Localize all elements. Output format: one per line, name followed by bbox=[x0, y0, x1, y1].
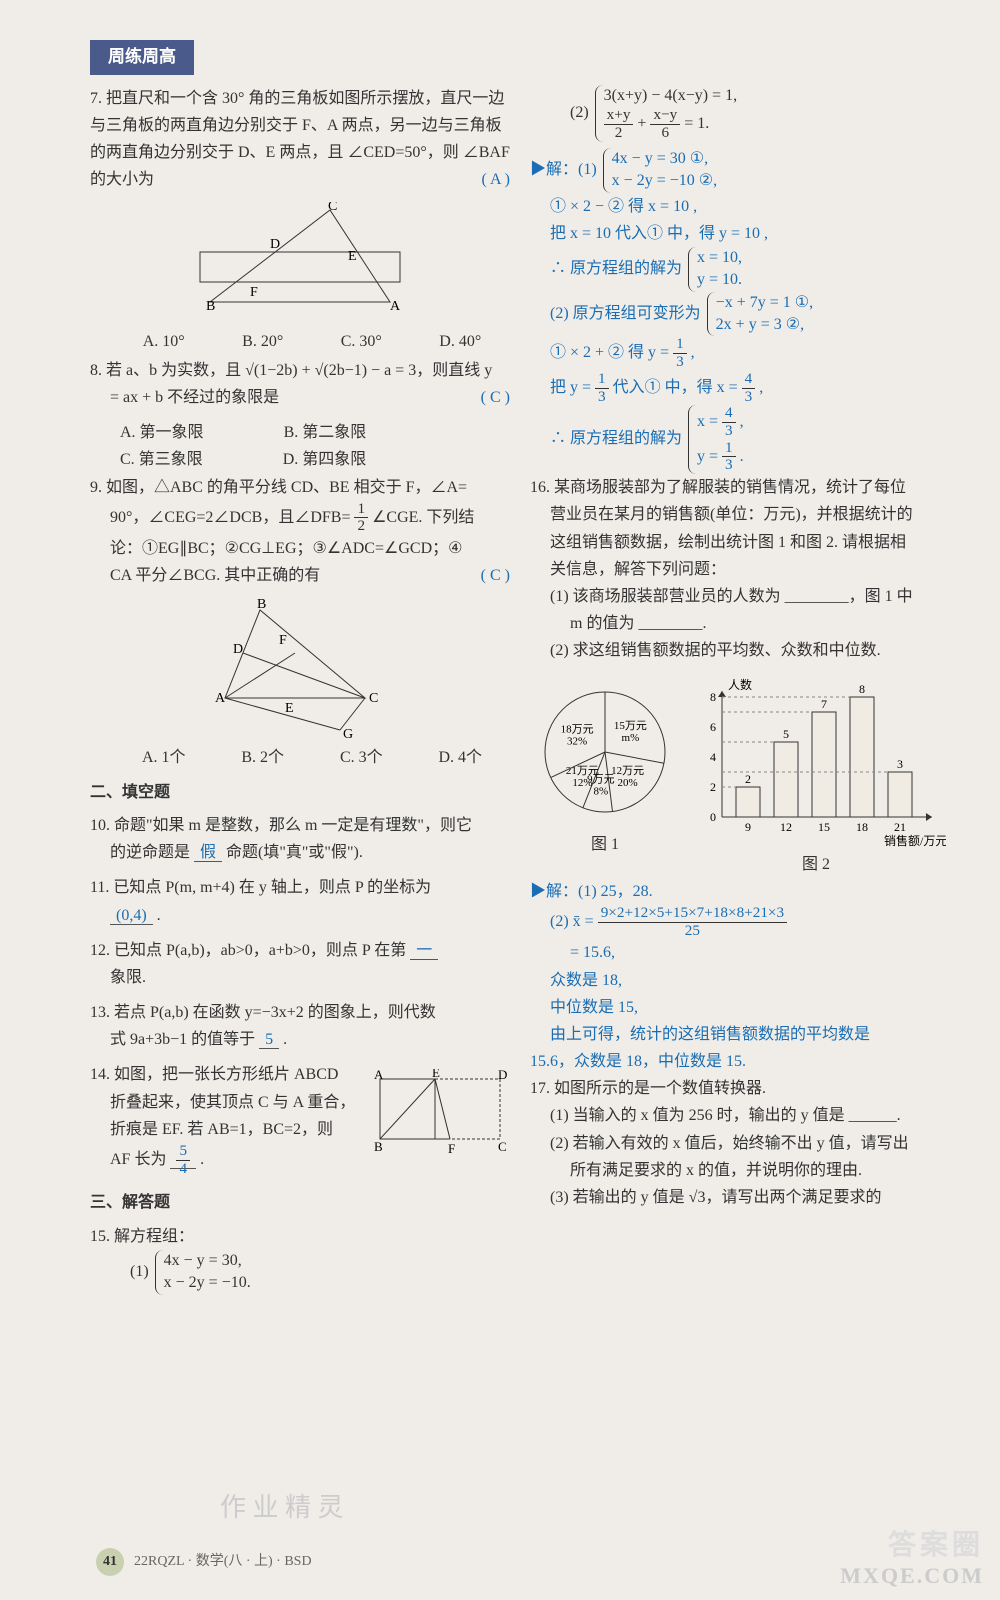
q14-figure: A E D B F C bbox=[370, 1069, 510, 1159]
svg-text:21: 21 bbox=[894, 820, 906, 834]
svg-text:D: D bbox=[270, 237, 280, 252]
svg-text:C: C bbox=[369, 691, 378, 706]
q13-blank: 5 bbox=[259, 1031, 279, 1049]
svg-text:E: E bbox=[432, 1069, 440, 1080]
q13: 13. 若点 P(a,b) 在函数 y=−3x+2 的图象上，则代数 式 9a+… bbox=[90, 999, 510, 1053]
svg-text:5: 5 bbox=[783, 727, 789, 741]
svg-text:20%: 20% bbox=[618, 777, 638, 789]
header-badge: 周练周高 bbox=[90, 40, 194, 75]
svg-text:15: 15 bbox=[818, 820, 830, 834]
svg-text:人数: 人数 bbox=[728, 677, 752, 692]
svg-text:6: 6 bbox=[710, 720, 716, 734]
section-3: 三、解答题 bbox=[90, 1189, 510, 1216]
svg-text:E: E bbox=[285, 701, 294, 716]
svg-text:4: 4 bbox=[710, 750, 716, 764]
q9-options: A. 1个 B. 2个 C. 3个 D. 4个 bbox=[90, 742, 510, 773]
q10: 10. 命题"如果 m 是整数，那么 m 一定是有理数"，则它 的逆命题是 假 … bbox=[90, 812, 510, 866]
svg-text:3: 3 bbox=[897, 757, 903, 771]
svg-text:9: 9 bbox=[745, 820, 751, 834]
svg-text:8: 8 bbox=[859, 682, 865, 696]
page-number: 41 bbox=[96, 1548, 124, 1576]
q8-answer: ( C ) bbox=[481, 384, 510, 411]
svg-text:12万元: 12万元 bbox=[611, 765, 644, 777]
q11-blank: (0,4) bbox=[110, 907, 153, 925]
footer-code: 22RQZL · 数学(八 · 上) · BSD bbox=[134, 1550, 312, 1574]
q7-options: A. 10° B. 20° C. 30° D. 40° bbox=[90, 326, 510, 357]
q15-solution: ▶解：(1) 4x − y = 30 ①, x − 2y = −10 ②, ① … bbox=[530, 148, 950, 474]
section-2: 二、填空题 bbox=[90, 779, 510, 806]
q12-blank: 一 bbox=[410, 942, 438, 960]
svg-text:B: B bbox=[206, 299, 215, 314]
bar-caption: 图 2 bbox=[686, 851, 946, 878]
q7-answer: ( A ) bbox=[482, 166, 510, 193]
q7-text: 7. 把直尺和一个含 30° 角的三角板如图所示摆放，直尺一边与三角板的两直角边… bbox=[90, 90, 510, 189]
pie-chart: 15万元m%12万元20%9万元8%21万元12%18万元32% bbox=[530, 677, 680, 827]
q16-charts: 15万元m%12万元20%9万元8%21万元12%18万元32% 图 1 024… bbox=[530, 673, 950, 878]
svg-text:18: 18 bbox=[856, 820, 868, 834]
q8-options: A. 第一象限 B. 第二象限 bbox=[90, 419, 510, 446]
left-column: 7. 把直尺和一个含 30° 角的三角板如图所示摆放，直尺一边与三角板的两直角边… bbox=[90, 85, 510, 1303]
q14: 14. 如图，把一张长方形纸片 ABCD 折叠起来，使其顶点 C 与 A 重合，… bbox=[90, 1061, 510, 1181]
svg-text:32%: 32% bbox=[567, 735, 587, 747]
svg-text:E: E bbox=[348, 249, 357, 264]
q9-figure: B A C D F E G bbox=[195, 598, 405, 738]
svg-text:7: 7 bbox=[821, 697, 827, 711]
q17: 17. 如图所示的是一个数值转换器. (1) 当输入的 x 值为 256 时，输… bbox=[530, 1075, 950, 1211]
q16-solution: ▶解：(1) 25，28. (2) x̄ = 9×2+12×5+15×7+18×… bbox=[530, 878, 950, 1076]
svg-text:G: G bbox=[343, 727, 353, 738]
watermark-ghost: 作 业 精 灵 bbox=[220, 1486, 344, 1530]
q9-answer: ( C ) bbox=[481, 562, 510, 589]
two-column-content: 7. 把直尺和一个含 30° 角的三角板如图所示摆放，直尺一边与三角板的两直角边… bbox=[90, 85, 950, 1303]
svg-text:0: 0 bbox=[710, 810, 716, 824]
q11: 11. 已知点 P(m, m+4) 在 y 轴上，则点 P 的坐标为 (0,4)… bbox=[90, 874, 510, 928]
q15-part2: (2) 3(x+y) − 4(x−y) = 1, x+y2 + x−y6 = 1… bbox=[530, 85, 950, 142]
svg-text:D: D bbox=[233, 642, 243, 657]
q7: 7. 把直尺和一个含 30° 角的三角板如图所示摆放，直尺一边与三角板的两直角边… bbox=[90, 85, 510, 194]
svg-text:A: A bbox=[374, 1069, 384, 1082]
pie-caption: 图 1 bbox=[530, 831, 680, 858]
q7-figure: B A C D E F bbox=[180, 202, 420, 322]
q10-blank: 假 bbox=[194, 844, 222, 862]
svg-text:C: C bbox=[328, 202, 337, 214]
svg-text:B: B bbox=[374, 1139, 383, 1154]
svg-text:2: 2 bbox=[745, 772, 751, 786]
watermark-bottom: MXQE.COM bbox=[840, 1557, 984, 1594]
right-column: (2) 3(x+y) − 4(x−y) = 1, x+y2 + x−y6 = 1… bbox=[530, 85, 950, 1303]
svg-text:F: F bbox=[250, 285, 258, 300]
svg-text:销售额/万元: 销售额/万元 bbox=[884, 833, 946, 847]
q9: 9. 如图，△ABC 的角平分线 CD、BE 相交于 F，∠A= 90°，∠CE… bbox=[90, 474, 510, 590]
svg-text:m%: m% bbox=[622, 731, 640, 743]
page-footer: 41 22RQZL · 数学(八 · 上) · BSD bbox=[96, 1548, 312, 1576]
svg-text:F: F bbox=[279, 633, 287, 648]
svg-text:12: 12 bbox=[780, 820, 792, 834]
svg-text:15万元: 15万元 bbox=[614, 719, 647, 731]
svg-text:2: 2 bbox=[710, 780, 716, 794]
svg-text:D: D bbox=[498, 1069, 507, 1082]
bar-chart: 0 2 4 6 8 人数销售额/万元 2 9 5 12 7 15 8 18 3 21 bbox=[686, 677, 946, 847]
svg-text:12%: 12% bbox=[572, 777, 592, 789]
q12: 12. 已知点 P(a,b)，ab>0，a+b>0，则点 P 在第 一 象限. bbox=[90, 937, 510, 991]
svg-text:8%: 8% bbox=[594, 785, 609, 797]
svg-text:21万元: 21万元 bbox=[566, 765, 599, 777]
svg-text:A: A bbox=[390, 299, 401, 314]
svg-text:A: A bbox=[215, 691, 226, 706]
svg-text:C: C bbox=[498, 1139, 507, 1154]
q16: 16. 某商场服装部为了解服装的销售情况，统计了每位 营业员在某月的销售额(单位… bbox=[530, 474, 950, 664]
svg-text:18万元: 18万元 bbox=[561, 723, 594, 735]
svg-text:B: B bbox=[257, 598, 266, 612]
svg-text:F: F bbox=[448, 1141, 455, 1156]
q15: 15. 解方程组： (1) 4x − y = 30, x − 2y = −10. bbox=[90, 1223, 510, 1295]
q8: 8. 若 a、b 为实数，且 √(1−2b) + √(2b−1) − a = 3… bbox=[90, 357, 510, 411]
svg-text:8: 8 bbox=[710, 690, 716, 704]
